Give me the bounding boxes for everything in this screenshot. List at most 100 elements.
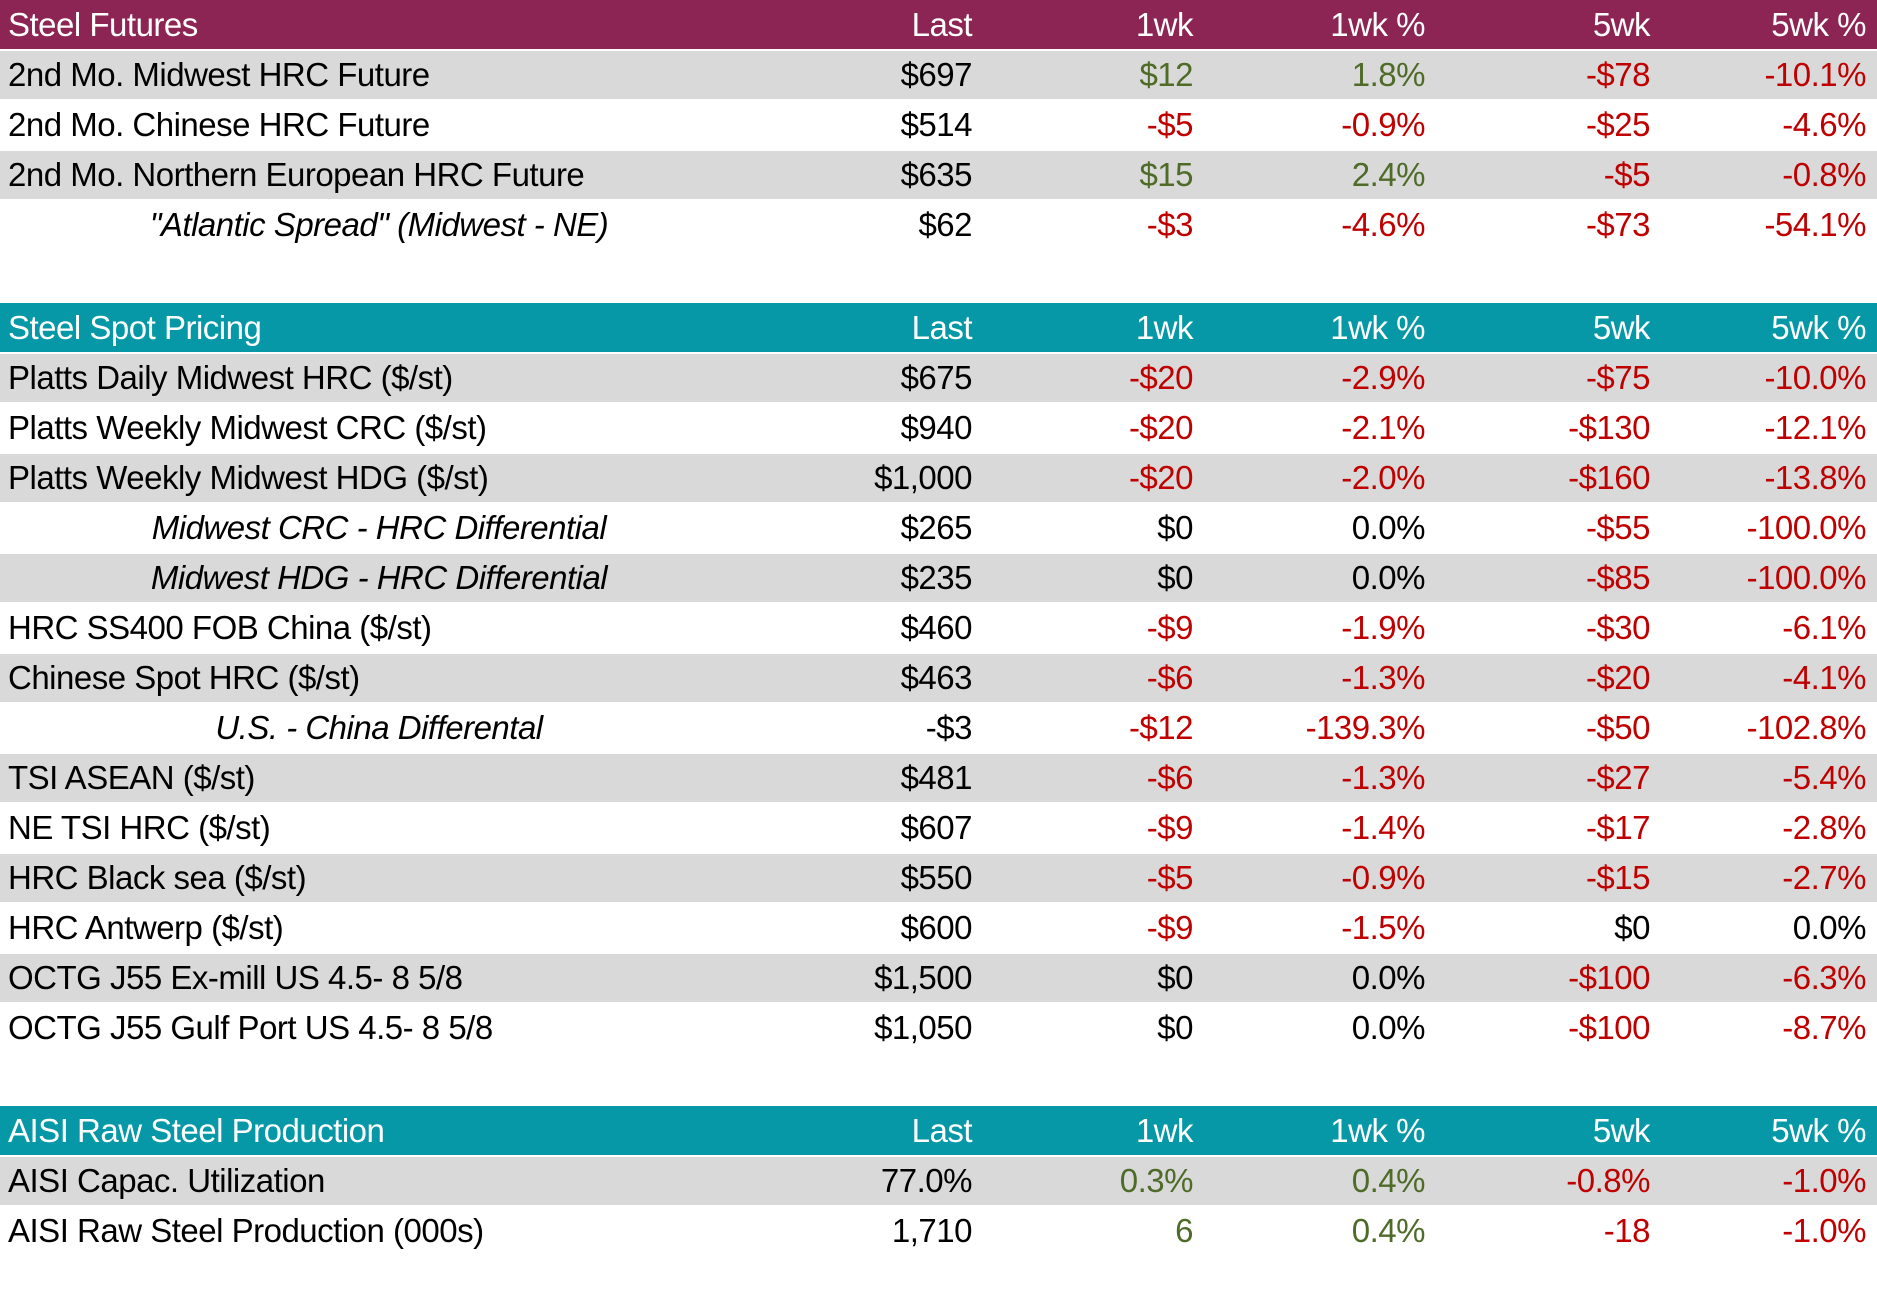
cell-5wk: -$25 (1436, 100, 1661, 151)
cell-5wk-pct: -54.1% (1661, 200, 1877, 251)
cell-5wk-pct: -4.6% (1661, 100, 1877, 151)
steel-futures-table: Steel Futures Last 1wk 1wk % 5wk 5wk % 2nd Mo.… (0, 0, 1877, 251)
cell-1wk-pct: 0.4% (1204, 1156, 1436, 1207)
cell-5wk: -$20 (1436, 653, 1661, 704)
cell-1wk: $0 (983, 553, 1204, 604)
cell-1wk: -$6 (983, 653, 1204, 704)
cell-5wk: -$85 (1436, 553, 1661, 604)
cell-5wk: -$55 (1436, 503, 1661, 554)
section-header-row: Steel Spot Pricing Last 1wk 1wk % 5wk 5wk % (0, 303, 1877, 354)
cell-last: 1,710 (758, 1206, 983, 1257)
cell-1wk: -$3 (983, 200, 1204, 251)
cell-5wk: -$160 (1436, 453, 1661, 504)
cell-5wk-pct: -100.0% (1661, 553, 1877, 604)
table-row: Midwest CRC - HRC Differential $265 $0 0.0%… (0, 503, 1877, 554)
column-header-last: Last (758, 303, 983, 354)
cell-last: $235 (758, 553, 983, 604)
cell-1wk: -$5 (983, 100, 1204, 151)
row-label: OCTG J55 Gulf Port US 4.5- 8 5/8 (0, 1003, 758, 1054)
table-row: "Atlantic Spread" (Midwest - NE) $62 -$3 -4… (0, 200, 1877, 251)
cell-1wk: $0 (983, 1003, 1204, 1054)
column-header-last: Last (758, 0, 983, 51)
cell-1wk-pct: 0.0% (1204, 953, 1436, 1004)
row-label: AISI Raw Steel Production (000s) (0, 1206, 758, 1257)
cell-1wk: 0.3% (983, 1156, 1204, 1207)
cell-last: $481 (758, 753, 983, 804)
cell-5wk: $0 (1436, 903, 1661, 954)
table-row: OCTG J55 Gulf Port US 4.5- 8 5/8 $1,050 $0… (0, 1003, 1877, 1054)
cell-last: 77.0% (758, 1156, 983, 1207)
table-row: Midwest HDG - HRC Differential $235 $0 0.0%… (0, 553, 1877, 604)
column-header-5wk-pct: 5wk % (1661, 0, 1877, 51)
table-row: Platts Weekly Midwest HDG ($/st) $1,000 -$… (0, 453, 1877, 504)
row-label: Midwest HDG - HRC Differential (0, 553, 758, 604)
cell-1wk: -$20 (983, 453, 1204, 504)
cell-last: $460 (758, 603, 983, 654)
row-label: Chinese Spot HRC ($/st) (0, 653, 758, 704)
column-header-5wk: 5wk (1436, 0, 1661, 51)
cell-1wk-pct: -139.3% (1204, 703, 1436, 754)
cell-1wk-pct: 2.4% (1204, 150, 1436, 201)
section-title: AISI Raw Steel Production (0, 1106, 758, 1157)
cell-1wk: 6 (983, 1206, 1204, 1257)
table-row: Chinese Spot HRC ($/st) $463 -$6 -1.3% -$20-… (0, 653, 1877, 704)
cell-1wk: -$9 (983, 603, 1204, 654)
section-title: Steel Futures (0, 0, 758, 51)
cell-1wk-pct: -1.3% (1204, 753, 1436, 804)
cell-5wk: -$100 (1436, 953, 1661, 1004)
table-row: Platts Weekly Midwest CRC ($/st) $940 -$20… (0, 403, 1877, 454)
section-header-row: Steel Futures Last 1wk 1wk % 5wk 5wk % (0, 0, 1877, 51)
steel-pricing-report: Steel Futures Last 1wk 1wk % 5wk 5wk % 2nd Mo.… (0, 0, 1877, 1257)
table-row: HRC Black sea ($/st) $550 -$5 -0.9% -$15 -2.7… (0, 853, 1877, 904)
cell-1wk-pct: -1.9% (1204, 603, 1436, 654)
cell-1wk-pct: -1.3% (1204, 653, 1436, 704)
table-row: Platts Daily Midwest HRC ($/st) $675 -$20-… (0, 353, 1877, 404)
cell-5wk-pct: -100.0% (1661, 503, 1877, 554)
row-label: AISI Capac. Utilization (0, 1156, 758, 1207)
row-label: HRC SS400 FOB China ($/st) (0, 603, 758, 654)
row-label: Midwest CRC - HRC Differential (0, 503, 758, 554)
table-row: U.S. - China Differental -$3 -$12 -139.3% -$… (0, 703, 1877, 754)
table-row: HRC SS400 FOB China ($/st) $460 -$9 -1.9% -$… (0, 603, 1877, 654)
cell-1wk: -$6 (983, 753, 1204, 804)
row-label: "Atlantic Spread" (Midwest - NE) (0, 200, 758, 251)
row-label: Platts Daily Midwest HRC ($/st) (0, 353, 758, 404)
row-label: HRC Antwerp ($/st) (0, 903, 758, 954)
cell-last: $1,000 (758, 453, 983, 504)
cell-5wk: -0.8% (1436, 1156, 1661, 1207)
cell-last: $635 (758, 150, 983, 201)
cell-5wk: -$78 (1436, 50, 1661, 101)
cell-5wk: -$15 (1436, 853, 1661, 904)
cell-5wk-pct: -10.0% (1661, 353, 1877, 404)
row-label: 2nd Mo. Midwest HRC Future (0, 50, 758, 101)
cell-5wk-pct: -10.1% (1661, 50, 1877, 101)
section-gap (0, 251, 1877, 303)
cell-1wk-pct: -1.5% (1204, 903, 1436, 954)
table-row: 2nd Mo. Midwest HRC Future $697 $12 1.8% -$7… (0, 50, 1877, 101)
column-header-5wk: 5wk (1436, 1106, 1661, 1157)
cell-last: $265 (758, 503, 983, 554)
cell-1wk-pct: 0.0% (1204, 553, 1436, 604)
cell-5wk: -$100 (1436, 1003, 1661, 1054)
cell-1wk: $12 (983, 50, 1204, 101)
cell-last: -$3 (758, 703, 983, 754)
cell-1wk-pct: -2.9% (1204, 353, 1436, 404)
cell-last: $463 (758, 653, 983, 704)
cell-1wk-pct: -2.0% (1204, 453, 1436, 504)
cell-5wk: -$75 (1436, 353, 1661, 404)
section-title: Steel Spot Pricing (0, 303, 758, 354)
cell-1wk: -$12 (983, 703, 1204, 754)
row-label: TSI ASEAN ($/st) (0, 753, 758, 804)
cell-last: $550 (758, 853, 983, 904)
table-row: AISI Capac. Utilization 77.0% 0.3% 0.4% -0.8… (0, 1156, 1877, 1207)
cell-last: $940 (758, 403, 983, 454)
cell-1wk-pct: -2.1% (1204, 403, 1436, 454)
cell-last: $675 (758, 353, 983, 404)
cell-1wk-pct: 0.4% (1204, 1206, 1436, 1257)
cell-5wk-pct: -102.8% (1661, 703, 1877, 754)
cell-5wk-pct: -0.8% (1661, 150, 1877, 201)
steel-spot-pricing-table: Steel Spot Pricing Last 1wk 1wk % 5wk 5wk % Pl… (0, 303, 1877, 1054)
cell-5wk-pct: -6.3% (1661, 953, 1877, 1004)
table-row: TSI ASEAN ($/st) $481 -$6 -1.3% -$27 -5.4% (0, 753, 1877, 804)
cell-1wk: $0 (983, 953, 1204, 1004)
